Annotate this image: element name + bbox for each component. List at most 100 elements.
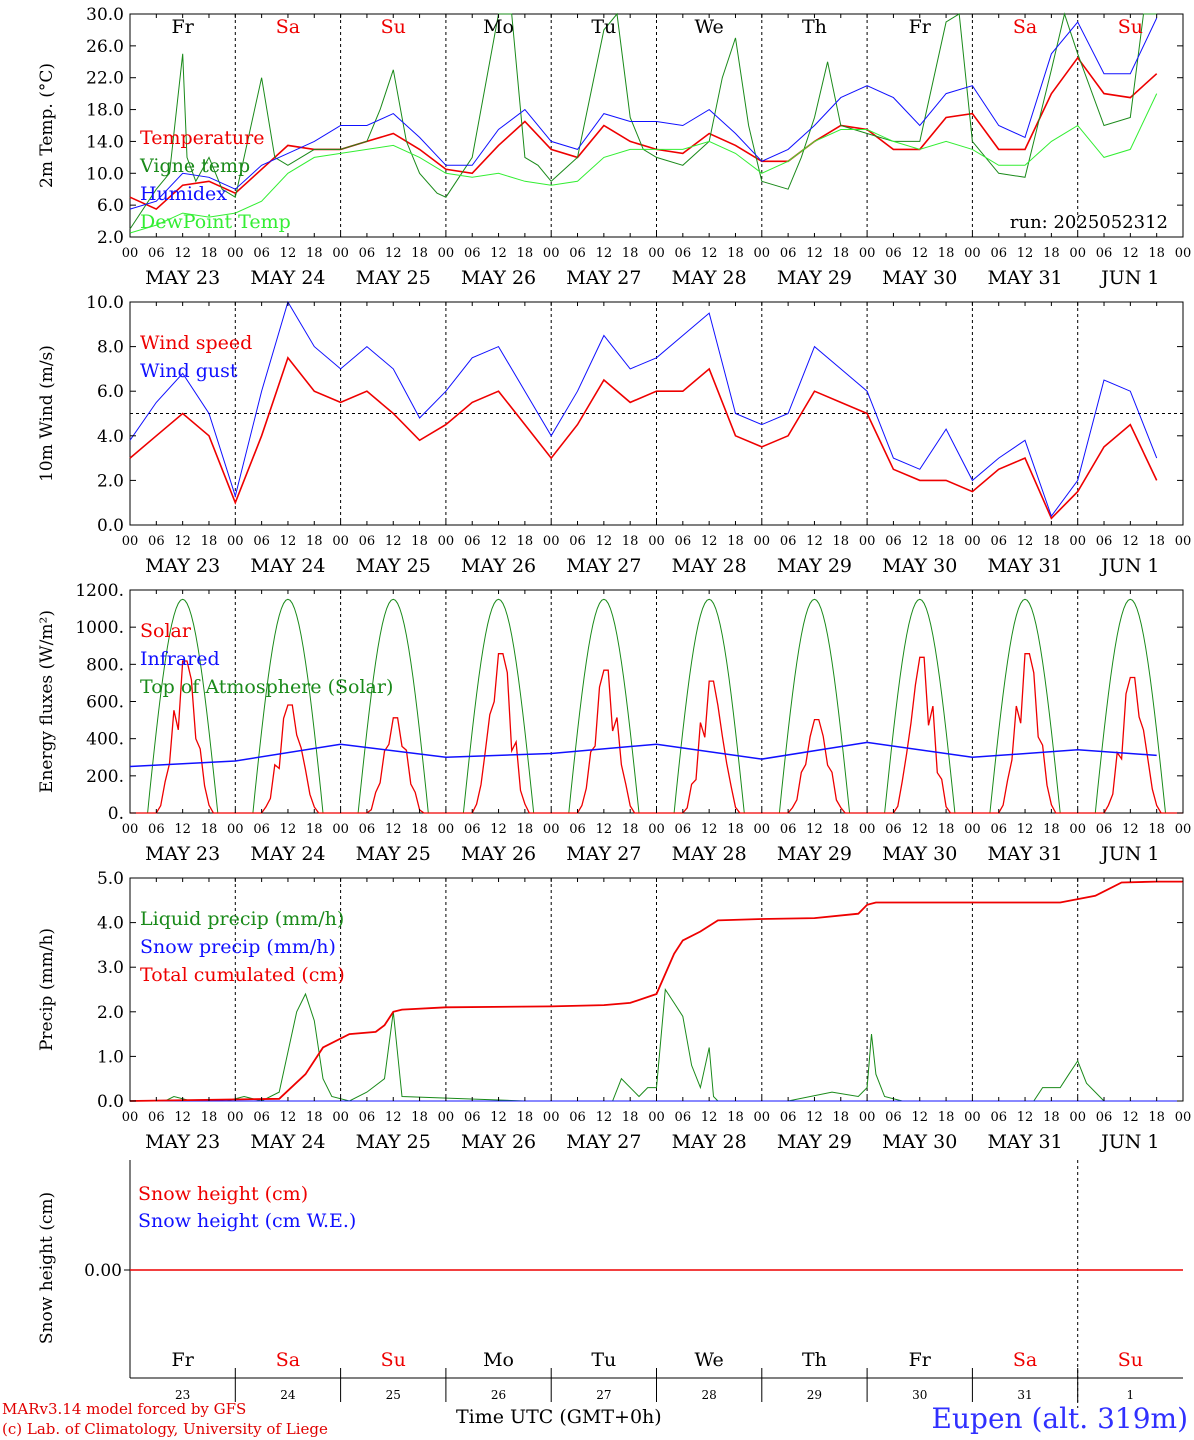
hour-tick-label: 06 xyxy=(253,246,270,261)
hour-tick-label: 00 xyxy=(543,246,560,261)
weekday-label: Su xyxy=(381,16,406,38)
hour-tick-label: 00 xyxy=(438,1110,455,1125)
legend-item: Wind speed xyxy=(140,332,252,354)
hour-tick-label: 06 xyxy=(569,1110,586,1125)
hour-tick-label: 12 xyxy=(490,246,507,261)
y-tick-label: 6.0 xyxy=(97,382,124,402)
day-number-label: 25 xyxy=(386,1388,401,1402)
hour-tick-label: 18 xyxy=(622,534,639,549)
hour-tick-label: 06 xyxy=(148,246,165,261)
date-label: MAY 27 xyxy=(566,267,641,289)
hour-tick-label: 06 xyxy=(569,246,586,261)
y-tick-label: 1.0 xyxy=(97,1047,124,1067)
hour-tick-label: 00 xyxy=(332,246,349,261)
wind-series-line xyxy=(130,358,1157,519)
date-label: MAY 28 xyxy=(672,267,747,289)
hour-tick-label: 00 xyxy=(543,822,560,837)
infrared-line xyxy=(130,742,1157,766)
hour-tick-label: 00 xyxy=(122,534,139,549)
date-label: MAY 24 xyxy=(250,267,325,289)
legend-item: Snow height (cm W.E.) xyxy=(138,1210,356,1232)
weekday-label: Tu xyxy=(591,1349,616,1371)
hour-tick-label: 12 xyxy=(701,1110,718,1125)
hour-tick-label: 06 xyxy=(148,822,165,837)
hour-tick-label: 18 xyxy=(411,822,428,837)
date-label: MAY 23 xyxy=(145,843,220,865)
hour-tick-label: 12 xyxy=(1122,246,1139,261)
hour-tick-label: 06 xyxy=(464,246,481,261)
y-tick-label: 30.0 xyxy=(86,5,124,25)
hour-tick-label: 00 xyxy=(122,246,139,261)
hour-tick-label: 12 xyxy=(596,246,613,261)
weekday-label: Su xyxy=(1118,16,1143,38)
date-label: JUN 1 xyxy=(1099,267,1159,289)
hour-tick-label: 06 xyxy=(253,1110,270,1125)
hour-tick-label: 00 xyxy=(964,534,981,549)
temp-y-axis-label: 2m Temp. (°C) xyxy=(37,63,57,188)
y-tick-label: 6.0 xyxy=(97,196,124,216)
hour-tick-label: 12 xyxy=(174,534,191,549)
hour-tick-label: 00 xyxy=(1175,1110,1192,1125)
hour-tick-label: 00 xyxy=(332,822,349,837)
hour-tick-label: 18 xyxy=(727,822,744,837)
weekday-label: Fr xyxy=(909,16,932,38)
legend-item: DewPoint Temp xyxy=(140,211,291,233)
hour-tick-label: 12 xyxy=(385,822,402,837)
hour-tick-label: 00 xyxy=(964,1110,981,1125)
hour-tick-label: 18 xyxy=(201,534,218,549)
date-label: MAY 24 xyxy=(250,843,325,865)
hour-tick-label: 12 xyxy=(1017,1110,1034,1125)
hour-tick-label: 12 xyxy=(385,246,402,261)
hour-tick-label: 12 xyxy=(280,1110,297,1125)
precip-series-line xyxy=(130,990,1157,1102)
hour-tick-label: 00 xyxy=(1069,246,1086,261)
hour-tick-label: 00 xyxy=(648,534,665,549)
hour-tick-label: 18 xyxy=(938,534,955,549)
temp-series-line xyxy=(130,18,1157,209)
snow-y-tick-label: 0.00 xyxy=(84,1261,122,1281)
hour-tick-label: 12 xyxy=(806,246,823,261)
hour-tick-label: 18 xyxy=(833,1110,850,1125)
weekday-label: Sa xyxy=(276,16,300,38)
hour-tick-label: 00 xyxy=(332,1110,349,1125)
y-tick-label: 400. xyxy=(86,730,124,750)
hour-tick-label: 12 xyxy=(385,534,402,549)
hour-tick-label: 00 xyxy=(859,534,876,549)
hour-tick-label: 06 xyxy=(1096,1110,1113,1125)
weekday-label: Su xyxy=(1118,1349,1143,1371)
hour-tick-label: 00 xyxy=(543,534,560,549)
weekday-label: We xyxy=(695,1349,724,1371)
date-label: MAY 24 xyxy=(250,1131,325,1153)
hour-tick-label: 06 xyxy=(148,534,165,549)
hour-tick-label: 12 xyxy=(280,246,297,261)
hour-tick-label: 12 xyxy=(490,534,507,549)
y-tick-label: 800. xyxy=(86,655,124,675)
date-label: MAY 26 xyxy=(461,267,536,289)
hour-tick-label: 12 xyxy=(280,534,297,549)
hour-tick-label: 06 xyxy=(569,822,586,837)
hour-tick-label: 12 xyxy=(174,822,191,837)
hour-tick-label: 18 xyxy=(938,246,955,261)
legend-item: Snow precip (mm/h) xyxy=(140,936,336,958)
hour-tick-label: 00 xyxy=(859,1110,876,1125)
hour-tick-label: 00 xyxy=(964,822,981,837)
y-tick-label: 1200. xyxy=(75,581,124,601)
hour-tick-label: 18 xyxy=(727,246,744,261)
hour-tick-label: 18 xyxy=(201,822,218,837)
legend-item: Temperature xyxy=(140,127,264,149)
hour-tick-label: 06 xyxy=(885,534,902,549)
hour-tick-label: 00 xyxy=(1069,1110,1086,1125)
weekday-label: Su xyxy=(381,1349,406,1371)
y-tick-label: 22.0 xyxy=(86,69,124,89)
hour-tick-label: 06 xyxy=(675,1110,692,1125)
legend-item: Solar xyxy=(140,620,192,642)
date-label: JUN 1 xyxy=(1099,555,1159,577)
weekday-label: Mo xyxy=(483,16,514,38)
hour-tick-label: 18 xyxy=(517,822,534,837)
hour-tick-label: 00 xyxy=(1175,246,1192,261)
energy-panel-frame xyxy=(130,590,1183,813)
hour-tick-label: 00 xyxy=(122,1110,139,1125)
hour-tick-label: 06 xyxy=(1096,822,1113,837)
hour-tick-label: 00 xyxy=(754,246,771,261)
hour-tick-label: 06 xyxy=(464,822,481,837)
